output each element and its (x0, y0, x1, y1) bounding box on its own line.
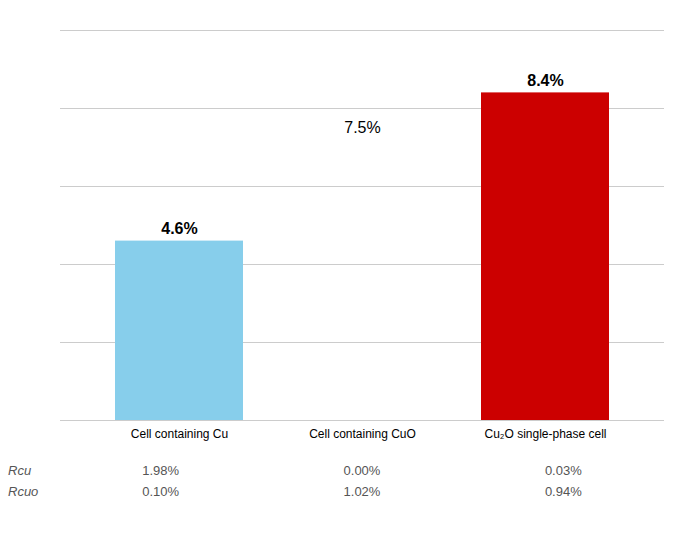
svg-text:Cu₂O single-phase cell: Cu₂O single-phase cell (484, 427, 606, 441)
html-text:0.03%: 0.03% (544, 463, 582, 478)
html-text:0.10%: 0.10% (142, 484, 180, 499)
html-text:1.98%: 1.98% (142, 463, 180, 478)
svg-text:Cell containing Cu: Cell containing Cu (131, 427, 228, 441)
svg-text:Cell containing CuO: Cell containing CuO (309, 427, 416, 441)
svg-text:4.6%: 4.6% (161, 220, 197, 237)
svg-text:7.5%: 7.5% (344, 119, 380, 136)
html-text:1.02%: 1.02% (343, 484, 381, 499)
html-text:Rcuo: Rcuo (8, 484, 39, 499)
svg-text:8.4%: 8.4% (527, 72, 563, 89)
html-text:0.00%: 0.00% (343, 463, 381, 478)
html-text:0.94%: 0.94% (544, 484, 582, 499)
html-text:Rcu: Rcu (8, 463, 32, 478)
